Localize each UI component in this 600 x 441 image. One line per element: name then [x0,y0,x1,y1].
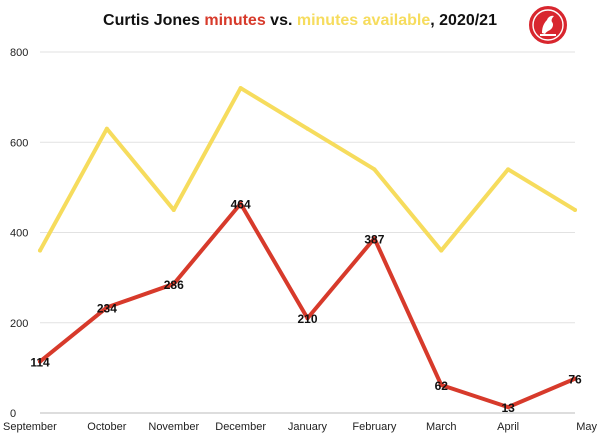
x-tick-label: December [215,421,266,433]
x-tick-label: October [87,421,126,433]
data-point-minutes [171,281,176,286]
data-point-minutes [506,405,511,410]
data-point-minutes [104,305,109,310]
club-crest-logo [527,4,569,46]
y-tick-label: 200 [10,318,28,330]
data-point-available [238,86,243,91]
data-point-available [506,167,511,172]
y-axis: 0 200 400 600 800 [10,47,28,420]
data-point-available [573,207,577,212]
data-label: 234 [97,301,117,315]
data-point-minutes [372,236,377,241]
data-labels: 114 234 286 464 210 387 62 13 76 [30,198,582,416]
x-tick-label: November [148,421,199,433]
x-tick-label: May [576,421,597,433]
x-tick-label: January [288,421,328,433]
x-tick-label: September [3,421,57,433]
data-label: 76 [568,373,582,387]
y-tick-label: 0 [10,408,16,420]
title-part-available: minutes available [296,12,431,29]
y-tick-label: 800 [10,47,28,59]
data-point-available [171,207,176,212]
x-tick-label: April [497,421,519,433]
title-part-name: Curtis Jones [103,12,205,29]
data-label: 114 [30,356,50,370]
y-tick-label: 400 [10,228,28,240]
data-point-available [104,126,109,131]
data-point-available [372,167,377,172]
x-axis: September October November December January F… [3,421,597,433]
data-point-minutes [439,383,444,388]
data-point-minutes [38,359,42,364]
title-part-vs: vs. [265,12,297,29]
data-point-minutes [305,316,310,321]
data-label: 62 [435,379,449,393]
data-label: 210 [297,312,317,326]
title-part-minutes: minutes [204,12,266,29]
series-layer [38,86,577,410]
data-label: 464 [231,198,251,212]
x-tick-label: March [426,421,457,433]
data-point-available [439,248,444,253]
data-point-minutes [573,376,577,381]
series-line-available [38,86,577,253]
data-label: 387 [364,232,384,246]
grid-lines [40,51,575,414]
chart-title: Curtis Jones minutes vs. minutes availab… [0,12,600,30]
data-point-minutes [238,201,243,206]
data-point-available [305,126,310,131]
data-label: 13 [501,401,515,415]
y-tick-label: 600 [10,137,28,149]
x-tick-label: February [352,421,397,433]
data-label: 286 [164,278,184,292]
data-point-available [38,248,42,253]
series-line-minutes [38,201,577,410]
title-part-season: , 2020/21 [430,12,497,29]
